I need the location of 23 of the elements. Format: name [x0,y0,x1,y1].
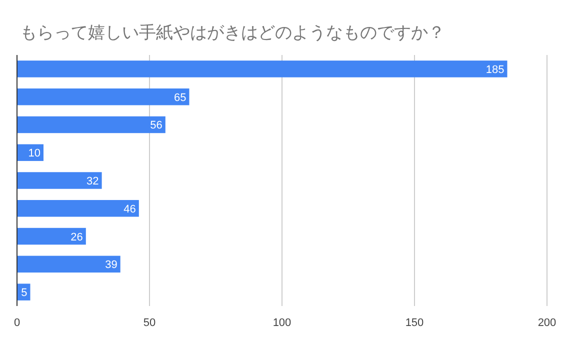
x-tick-label: 150 [405,317,424,329]
x-tick-label: 100 [272,317,292,329]
data-label: 5 [21,287,28,300]
bar [17,60,508,78]
data-label: 65 [174,92,186,104]
bar [17,116,166,134]
x-tick-label: 50 [143,317,156,329]
data-label: 46 [124,203,136,216]
data-label: 10 [28,148,40,160]
x-tick-label: 200 [538,317,556,329]
data-label: 39 [105,259,118,272]
data-label: 56 [150,120,162,132]
data-label: 26 [70,231,83,244]
bar [17,172,102,189]
chart-title: もらって嬉しい手紙やはがきはどのようなものですか？ [20,23,445,43]
data-label: 32 [86,176,99,188]
x-tick-label: 0 [14,317,20,329]
bar [17,144,44,161]
bar [17,256,120,273]
bar [17,228,86,245]
bar [17,88,190,106]
data-label: 185 [486,64,504,76]
bar [17,200,139,217]
